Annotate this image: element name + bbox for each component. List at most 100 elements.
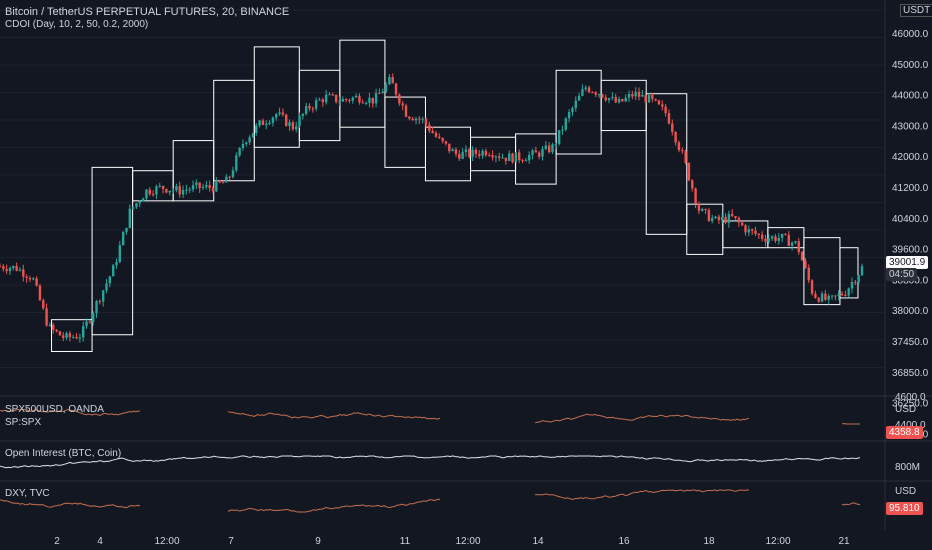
price-tick-label: 39600.0 xyxy=(892,245,929,256)
candle-body xyxy=(764,238,767,242)
candle-body xyxy=(654,99,657,101)
value-area-box xyxy=(686,203,724,255)
candle-body xyxy=(145,189,148,199)
candle-body xyxy=(714,216,717,219)
candle-body xyxy=(744,225,747,233)
candle-body xyxy=(5,269,8,272)
candle-body xyxy=(378,92,381,94)
candle-body xyxy=(508,153,511,162)
candle-body xyxy=(95,301,98,314)
candle-body xyxy=(498,156,501,158)
candle-body xyxy=(724,216,727,223)
candle-body xyxy=(634,91,637,97)
candle-body xyxy=(371,97,374,104)
value-area-boxes xyxy=(51,39,859,352)
candle-body xyxy=(15,265,18,271)
candle-body xyxy=(594,92,597,95)
candle-body xyxy=(295,126,298,130)
candle-body xyxy=(245,142,248,144)
candle-body xyxy=(671,123,674,133)
time-tick-label: 21 xyxy=(838,536,850,547)
candle-body xyxy=(304,105,308,114)
candle-body xyxy=(834,295,837,297)
candle-body xyxy=(85,321,88,327)
dxy-line xyxy=(227,498,441,513)
candle-body xyxy=(211,188,215,192)
candle-body xyxy=(604,97,607,101)
candle-body xyxy=(830,295,834,297)
candle-body xyxy=(32,278,35,280)
candle-body xyxy=(584,87,587,90)
candle-body xyxy=(814,293,817,298)
candle-body xyxy=(62,335,65,338)
candle-body xyxy=(205,184,208,187)
candle-body xyxy=(8,268,12,272)
candle-body xyxy=(358,95,361,103)
spx-line xyxy=(841,422,860,425)
price-tick-label: 41200.0 xyxy=(892,183,929,194)
candle-body xyxy=(118,245,122,263)
spx-line xyxy=(0,408,141,416)
pane-axis-label: USD xyxy=(895,486,916,497)
candle-body xyxy=(158,185,161,187)
candle-body xyxy=(318,99,321,101)
candle-body xyxy=(760,234,764,239)
time-tick-label: 12:00 xyxy=(455,536,480,547)
candle-body xyxy=(717,216,721,221)
candles xyxy=(0,73,864,343)
candle-body xyxy=(664,106,667,114)
candle-body xyxy=(314,100,318,109)
currency-badge[interactable]: USDT xyxy=(900,4,932,17)
candle-body xyxy=(418,118,421,120)
price-tick-label: 43000.0 xyxy=(892,121,929,132)
candle-body xyxy=(178,186,181,195)
candle-body xyxy=(351,97,354,101)
candle-body xyxy=(787,234,790,246)
candle-body xyxy=(704,208,707,210)
candle-body xyxy=(494,156,498,158)
candle-body xyxy=(354,95,358,98)
value-area-box xyxy=(253,46,300,148)
candle-body xyxy=(414,118,418,121)
candle-body xyxy=(527,154,531,161)
candle-body xyxy=(241,143,245,148)
candle-body xyxy=(531,150,534,155)
candle-body xyxy=(574,100,577,108)
candle-body xyxy=(448,143,451,152)
candle-body xyxy=(42,300,45,309)
candle-body xyxy=(101,290,105,302)
candle-body xyxy=(631,94,634,97)
candle-body xyxy=(298,115,301,127)
candle-body xyxy=(138,201,141,204)
candle-body xyxy=(644,94,647,103)
candle-body xyxy=(275,114,278,118)
candle-body xyxy=(581,89,584,96)
candle-body xyxy=(198,182,201,189)
candle-body xyxy=(161,185,165,189)
candle-body xyxy=(451,149,454,152)
candle-body xyxy=(537,152,541,157)
time-axis: 2 4 12:00 7 9 11 12:00 14 16 18 12:00 21 xyxy=(54,536,850,547)
candle-body xyxy=(601,94,604,98)
candle-body xyxy=(684,151,687,163)
candle-body xyxy=(324,94,328,103)
candle-body xyxy=(481,150,484,156)
candle-body xyxy=(308,105,311,109)
spx-sub-label: SP:SPX xyxy=(5,417,42,428)
candle-body xyxy=(780,233,784,238)
dxy-line xyxy=(841,502,861,506)
indicator-label[interactable]: CDOI (Day, 10, 2, 50, 0.2, 2000) xyxy=(5,19,149,30)
value-area-box xyxy=(51,319,93,352)
indicator-panes: 4600.0USD4400.0800MUSD xyxy=(0,0,932,530)
candle-body xyxy=(524,160,528,162)
time-tick-label: 7 xyxy=(228,536,234,547)
candle-body xyxy=(797,241,800,253)
candle-body xyxy=(627,94,631,98)
candle-body xyxy=(547,145,551,153)
candle-body xyxy=(847,288,850,296)
candle-body xyxy=(411,118,414,121)
candle-body xyxy=(28,278,32,280)
candle-body xyxy=(701,208,704,211)
candle-body xyxy=(258,120,261,126)
